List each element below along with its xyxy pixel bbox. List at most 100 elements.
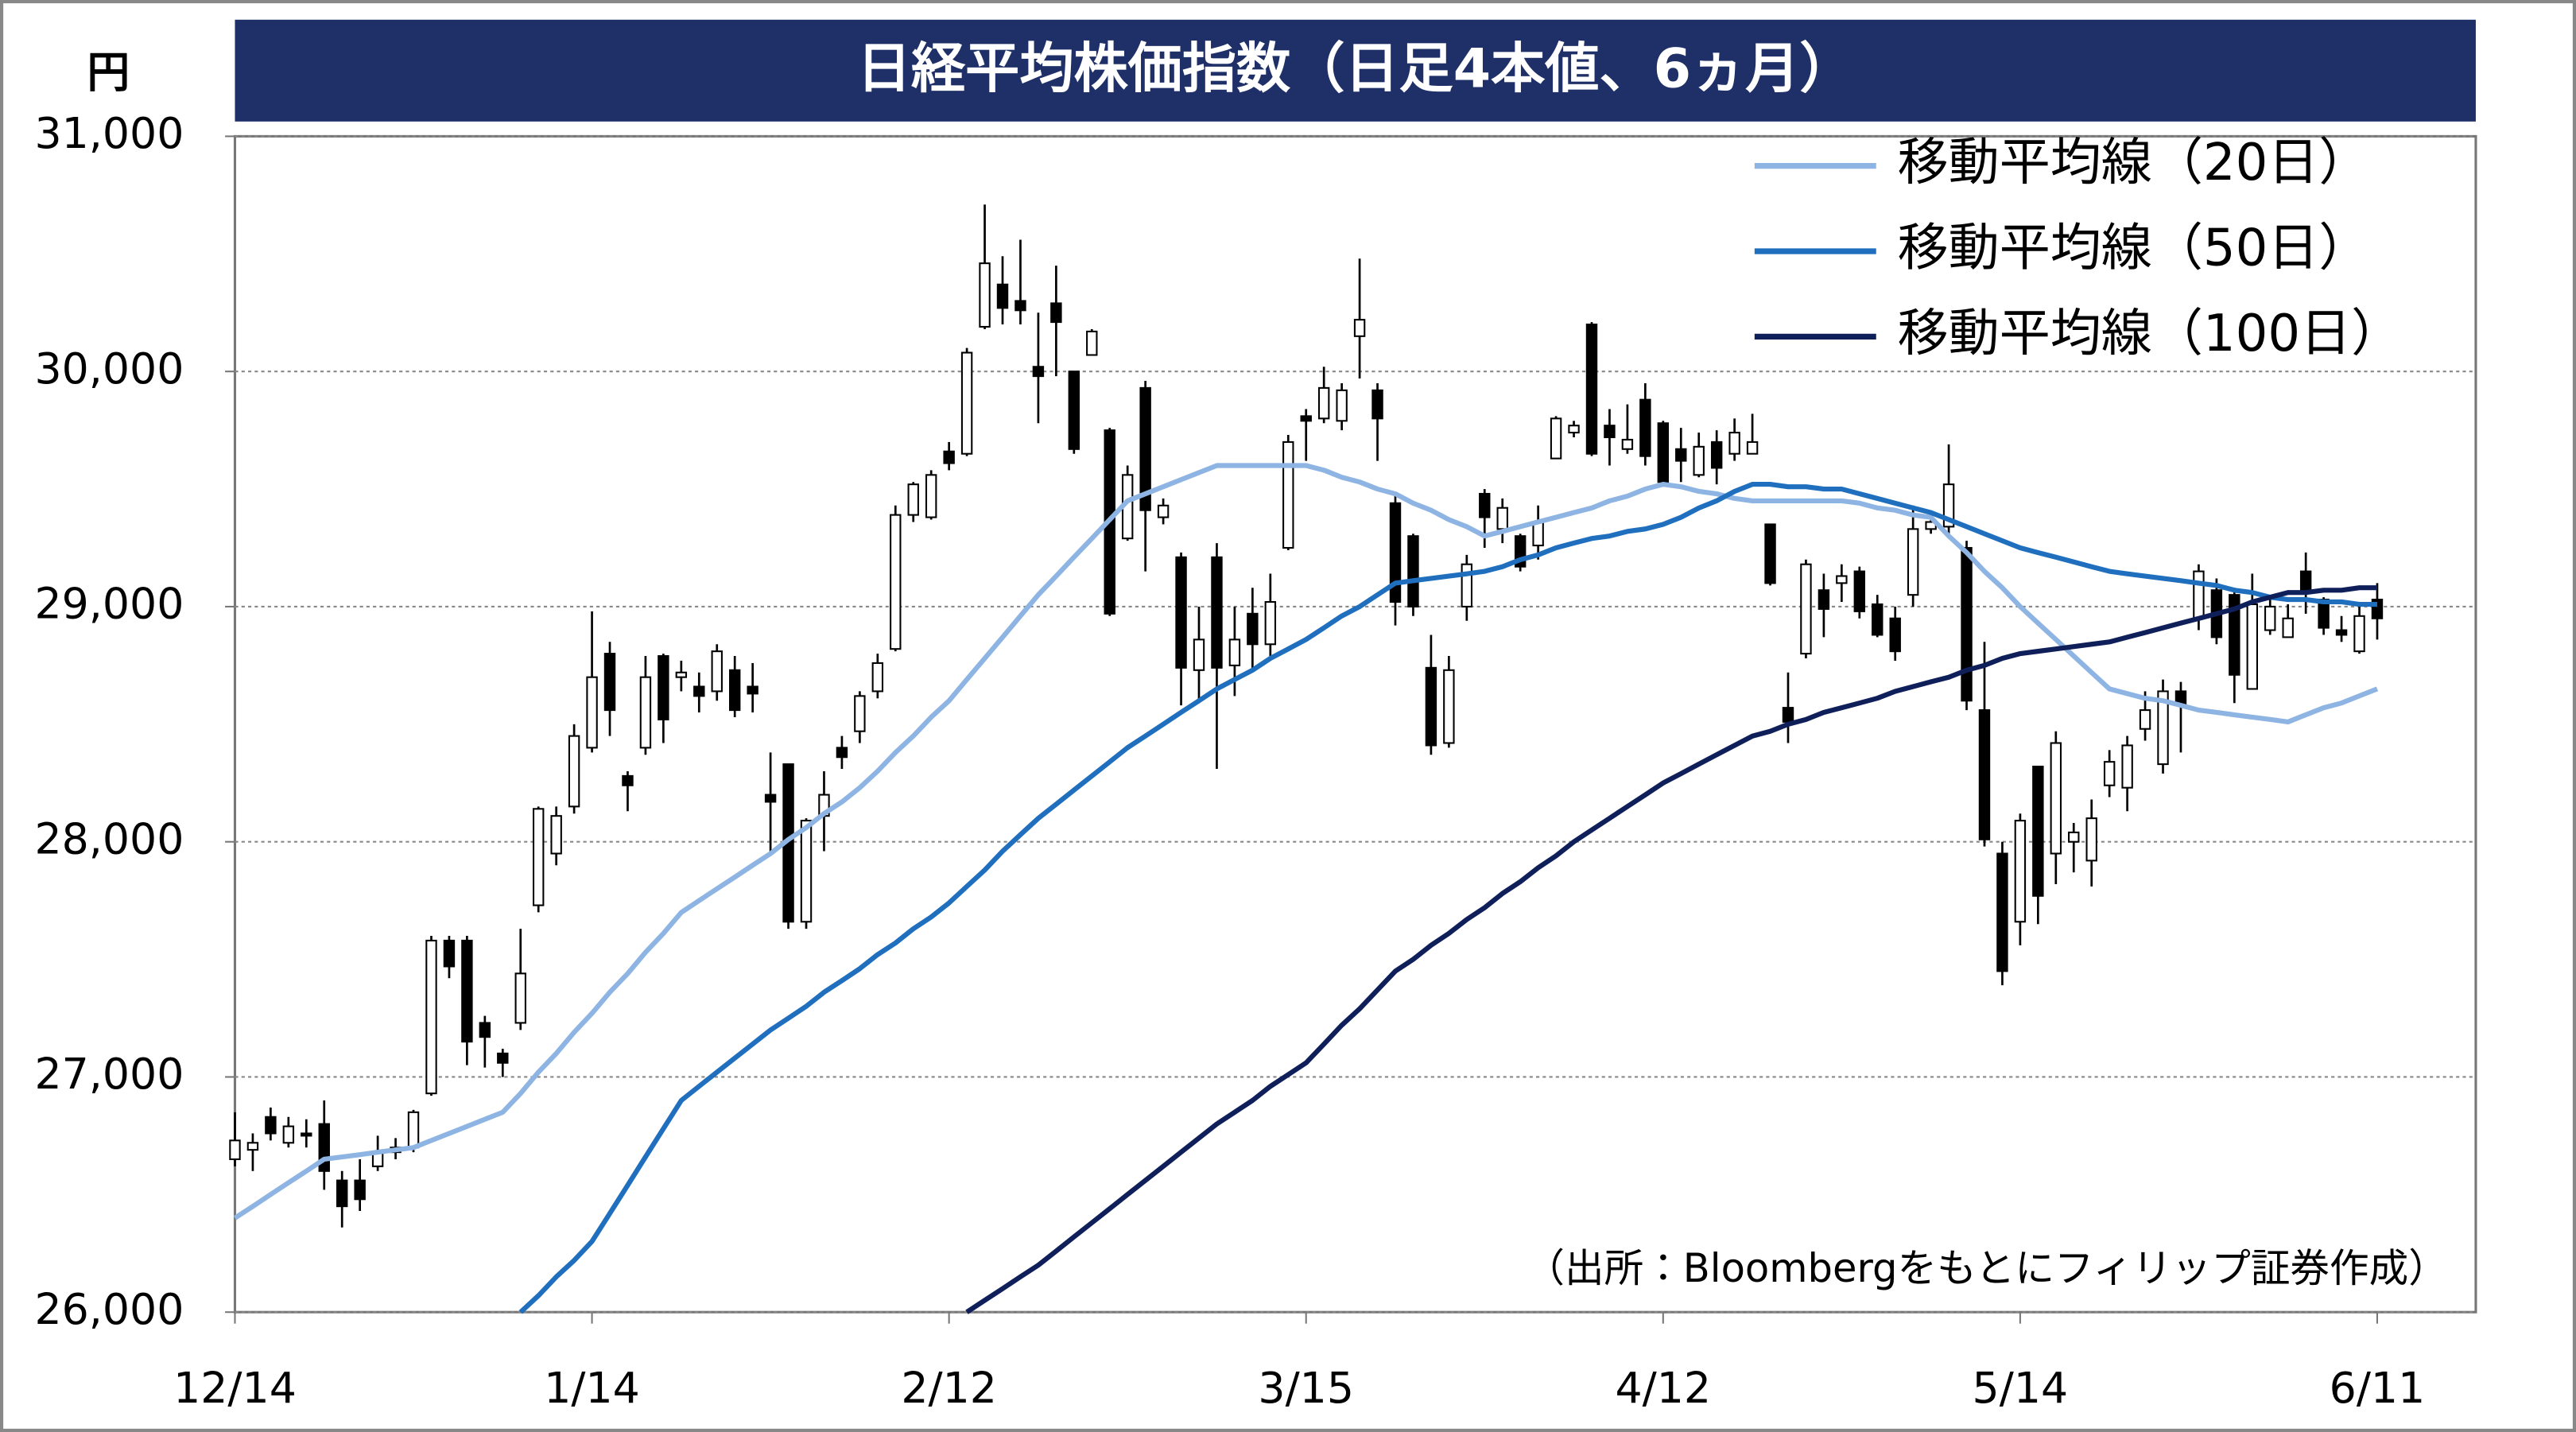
candle-body <box>1211 556 1223 669</box>
candle-body <box>728 669 741 712</box>
candle-body <box>1621 438 1634 450</box>
candle-body <box>2068 831 2080 843</box>
candle-body <box>586 676 598 749</box>
candle-body <box>836 747 848 759</box>
candle-body <box>2032 766 2044 897</box>
candle-body <box>1389 502 1402 603</box>
candle-body <box>1693 445 1705 476</box>
candle-body <box>1872 603 1884 636</box>
x-tick-label: 3/15 <box>1258 1363 1354 1413</box>
candle-body <box>1532 521 1544 547</box>
candle-body <box>1728 432 1740 455</box>
candle-body <box>1496 506 1508 530</box>
candle-body <box>1907 528 1919 596</box>
candle-body <box>1353 319 1366 337</box>
y-tick-label: 31,000 <box>34 108 184 158</box>
candle-body <box>282 1125 295 1144</box>
candle-body <box>2157 690 2169 766</box>
candle-body <box>461 939 473 1043</box>
candle-body <box>1050 302 1062 324</box>
candle-body <box>1086 330 1098 356</box>
candle-body <box>960 351 973 455</box>
candle-body <box>764 794 777 803</box>
candle-body <box>871 662 884 693</box>
candle-body <box>1836 575 1848 584</box>
candle-body <box>1336 389 1348 422</box>
candle-body <box>1175 556 1187 669</box>
candle-body <box>603 653 616 712</box>
candle-body <box>479 1022 491 1038</box>
candle-body <box>2299 570 2312 592</box>
candle-body <box>925 474 937 518</box>
legend-label: 移動平均線（20日） <box>1898 134 2370 192</box>
candle-body <box>2050 742 2062 855</box>
candle-body <box>1407 535 1419 607</box>
candle-body <box>2335 629 2348 636</box>
candle-body <box>943 450 955 464</box>
candle-body <box>693 685 705 697</box>
candle-body <box>1639 398 1651 457</box>
candle-body <box>2229 594 2240 676</box>
candle-body <box>425 939 437 1095</box>
candle-body <box>1818 589 1830 610</box>
candle-body <box>1300 415 1312 422</box>
candle-body <box>1228 638 1241 666</box>
candle-body <box>658 655 669 720</box>
x-tick-label: 12/14 <box>173 1363 297 1413</box>
x-tick-label: 5/14 <box>1973 1363 2069 1413</box>
candle-body <box>854 695 866 732</box>
candle-body <box>1461 563 1473 607</box>
chart-title: 日経平均株価指数（日足4本値、6ヵ月） <box>857 37 1854 100</box>
x-tick-label: 1/14 <box>544 1363 640 1413</box>
candle-body <box>1978 709 1991 840</box>
candle-body <box>1800 563 1812 655</box>
candle-body <box>747 685 758 695</box>
candle-body <box>354 1179 366 1201</box>
candle-body <box>1961 546 1973 702</box>
candle-body <box>1764 523 1776 584</box>
candle-body <box>1068 371 1080 450</box>
source-note: （出所：Bloombergをもとにフィリップ証券作成） <box>1525 1245 2447 1291</box>
candle-body <box>1264 600 1277 646</box>
candle-body <box>1675 448 1687 462</box>
candle-body <box>336 1179 348 1208</box>
candle-body <box>1371 389 1383 420</box>
moving-average-line <box>233 463 2379 1220</box>
candle-body <box>675 671 688 678</box>
candle-body <box>890 514 902 650</box>
candle-body <box>996 283 1009 309</box>
candle-body <box>1853 570 1866 612</box>
candle-body <box>1657 422 1670 483</box>
candle-body <box>1193 638 1205 671</box>
candle-body <box>622 774 634 786</box>
candle-body <box>1604 425 1616 439</box>
candle-body <box>1317 386 1330 420</box>
candle-body <box>2014 820 2027 923</box>
candle-body <box>1996 852 2008 972</box>
candle-body <box>1889 617 1901 653</box>
candle-body <box>2353 615 2365 653</box>
candle-body <box>711 650 723 693</box>
candle-body <box>2246 603 2259 690</box>
y-tick-label: 26,000 <box>34 1284 184 1334</box>
x-tick-label: 2/12 <box>901 1363 997 1413</box>
candle-body <box>639 676 652 749</box>
candle-body <box>407 1111 420 1149</box>
candle-body <box>550 815 562 855</box>
candle-body <box>2085 817 2097 862</box>
candle-body <box>1157 504 1170 518</box>
candle-body <box>1425 666 1437 747</box>
legend-label: 移動平均線（100日） <box>1898 305 2403 363</box>
candle-body <box>443 939 456 968</box>
candle-body <box>2193 570 2205 619</box>
candle-body <box>2282 617 2294 638</box>
candle-body <box>1139 386 1151 511</box>
candle-body <box>800 820 813 923</box>
candle-body <box>1014 300 1026 312</box>
y-tick-label: 28,000 <box>34 813 184 863</box>
candle-body <box>568 735 580 808</box>
y-tick-label: 27,000 <box>34 1049 184 1099</box>
